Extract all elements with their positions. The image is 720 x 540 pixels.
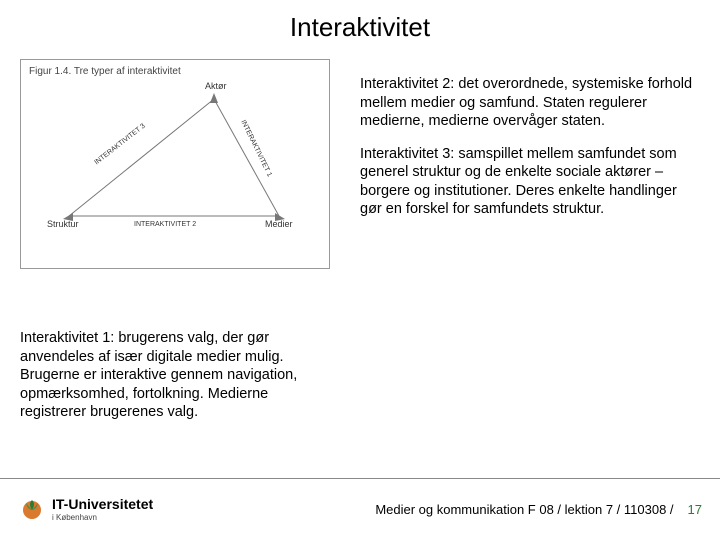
vertex-right: Medier [265,219,293,229]
paragraph-2: Interaktivitet 2: det overordnede, syste… [360,75,700,131]
logo-subtext: i København [52,513,153,522]
left-column: Figur 1.4. Tre typer af interaktivitet A… [20,53,330,422]
vertex-left: Struktur [47,219,79,229]
content-grid: Figur 1.4. Tre typer af interaktivitet A… [0,53,720,422]
footer: IT-Universitetet i København Medier og k… [0,478,720,540]
vertex-top: Aktør [205,81,227,91]
paragraph-1: Interaktivitet 1: brugerens valg, der gø… [20,329,330,422]
figure-box: Figur 1.4. Tre typer af interaktivitet A… [20,59,330,269]
logo: IT-Universitetet i København [18,496,153,524]
footer-meta: Medier og kommunikation F 08 / lektion 7… [375,502,673,517]
logo-text: IT-Universitetet [52,497,153,511]
logo-icon [18,496,46,524]
triangle-diagram: Aktør Struktur Medier INTERAKTIVITET 3 I… [29,81,321,251]
edge-bottom-label: INTERAKTIVITET 2 [134,221,196,228]
figure-caption: Figur 1.4. Tre typer af interaktivitet [29,66,321,77]
footer-right: Medier og kommunikation F 08 / lektion 7… [375,502,702,517]
page-number: 17 [688,502,702,517]
logo-text-wrap: IT-Universitetet i København [52,497,153,522]
paragraph-3: Interaktivitet 3: samspillet mellem samf… [360,145,700,219]
right-column: Interaktivitet 2: det overordnede, syste… [360,53,700,422]
slide-title: Interaktivitet [0,0,720,53]
